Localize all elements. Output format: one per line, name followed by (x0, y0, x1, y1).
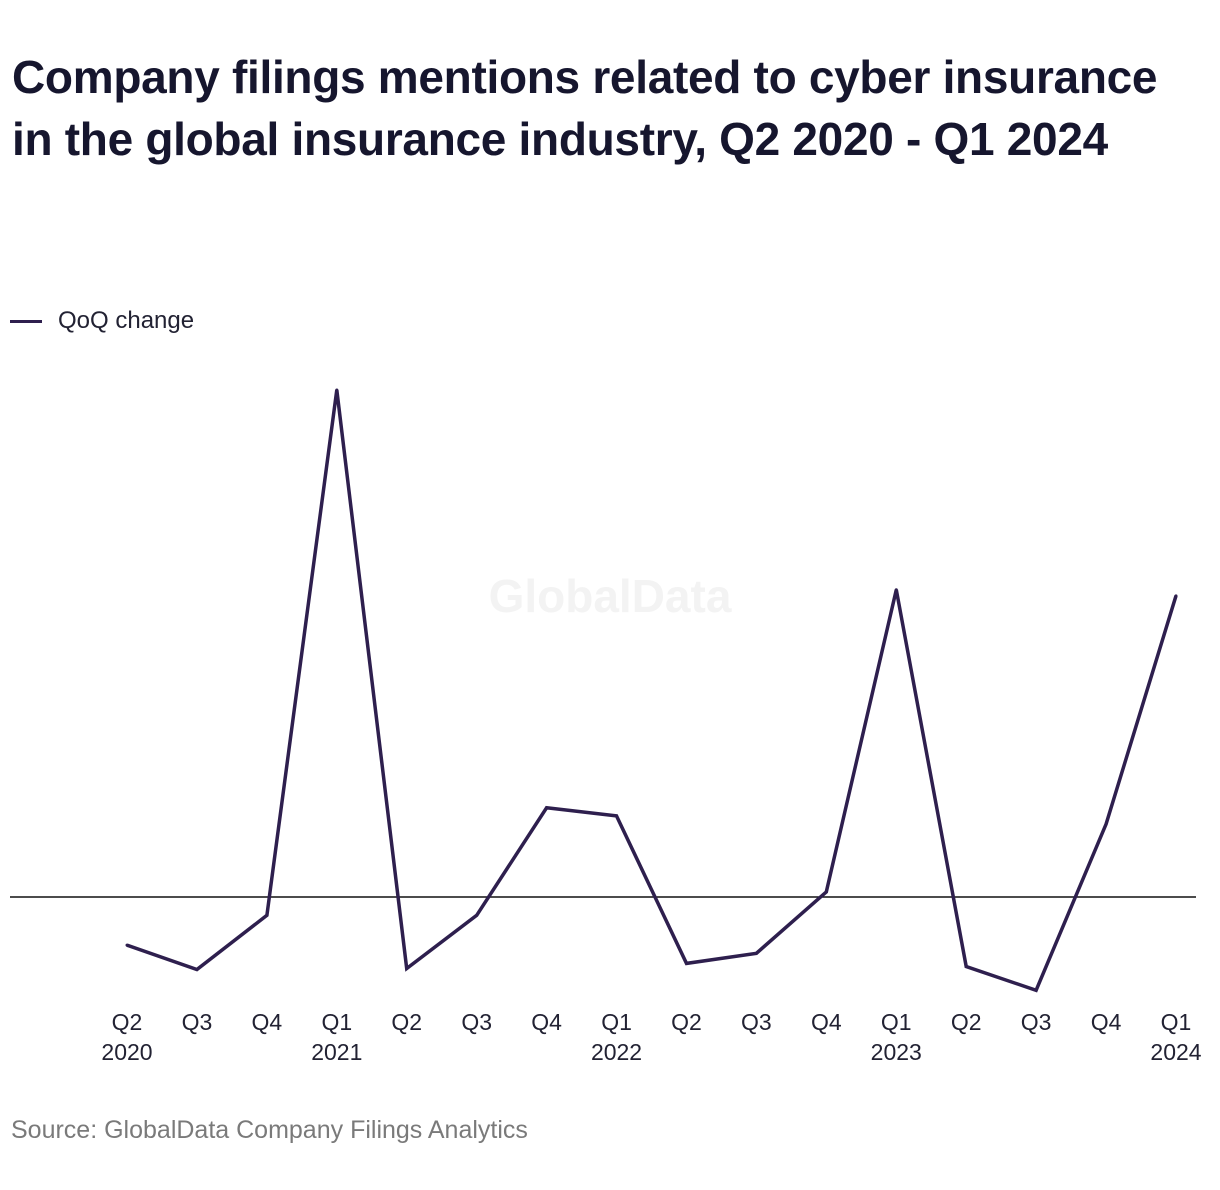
data-point-q2-2022 (684, 961, 688, 965)
data-point-q2-2023 (964, 964, 968, 968)
x-tick-quarter-label: Q4 (531, 1009, 562, 1035)
x-tick-year-label: 2023 (871, 1039, 922, 1065)
series-line-qoq-change (126, 389, 1178, 993)
x-tick-quarter-label: Q1 (881, 1009, 912, 1035)
x-tick-quarter-label: Q1 (601, 1009, 632, 1035)
data-point-q4-2020 (265, 913, 269, 917)
legend: QoQ change (10, 306, 194, 336)
x-tick-quarter-label: Q4 (1091, 1009, 1122, 1035)
data-point-q4-2022 (824, 890, 828, 894)
legend-label: QoQ change (58, 307, 195, 334)
x-tick-quarter-label: Q3 (461, 1009, 492, 1035)
x-tick-quarter-label: Q3 (182, 1009, 213, 1035)
x-tick-quarter-label: Q1 (1161, 1009, 1192, 1035)
data-point-q4-2021 (545, 806, 549, 810)
data-point-q1-2023 (894, 588, 898, 592)
source-note: Source: GlobalData Company Filings Analy… (11, 1116, 528, 1144)
data-point-q3-2020 (195, 968, 199, 972)
data-point-q1-2022 (615, 814, 619, 818)
watermark: GlobalData (489, 570, 732, 622)
x-tick-quarter-label: Q2 (112, 1009, 143, 1035)
data-point-q4-2023 (1104, 822, 1108, 826)
data-point-q1-2024 (1174, 594, 1178, 598)
data-point-q2-2021 (405, 966, 409, 970)
data-point-q2-2020 (125, 943, 129, 947)
x-tick-quarter-label: Q2 (671, 1009, 702, 1035)
x-tick-quarter-label: Q1 (321, 1009, 352, 1035)
legend-swatch (10, 319, 42, 323)
x-tick-year-label: 2021 (311, 1039, 362, 1065)
x-tick-quarter-label: Q4 (811, 1009, 842, 1035)
x-axis-ticks: Q2 2020 Q3 Q4 Q1 2021 Q2 Q3 Q4 Q1 2022 Q2 Q3 Q4 Q1 2023… (101, 1009, 1201, 1065)
x-tick-quarter-label: Q2 (951, 1009, 982, 1035)
x-tick-year-label: 2020 (101, 1039, 152, 1065)
x-tick-quarter-label: Q3 (741, 1009, 772, 1035)
x-tick-year-label: 2024 (1150, 1039, 1201, 1065)
data-point-q1-2021 (335, 388, 339, 392)
chart-title: Company filings mentions related to cybe… (12, 51, 1158, 165)
data-point-q3-2023 (1034, 988, 1038, 992)
x-tick-year-label: 2022 (591, 1039, 642, 1065)
x-tick-quarter-label: Q3 (1021, 1009, 1052, 1035)
data-point-q3-2021 (475, 913, 479, 917)
x-tick-quarter-label: Q2 (391, 1009, 422, 1035)
data-points (125, 388, 1178, 992)
x-tick-quarter-label: Q4 (252, 1009, 283, 1035)
data-point-q3-2022 (754, 951, 758, 955)
